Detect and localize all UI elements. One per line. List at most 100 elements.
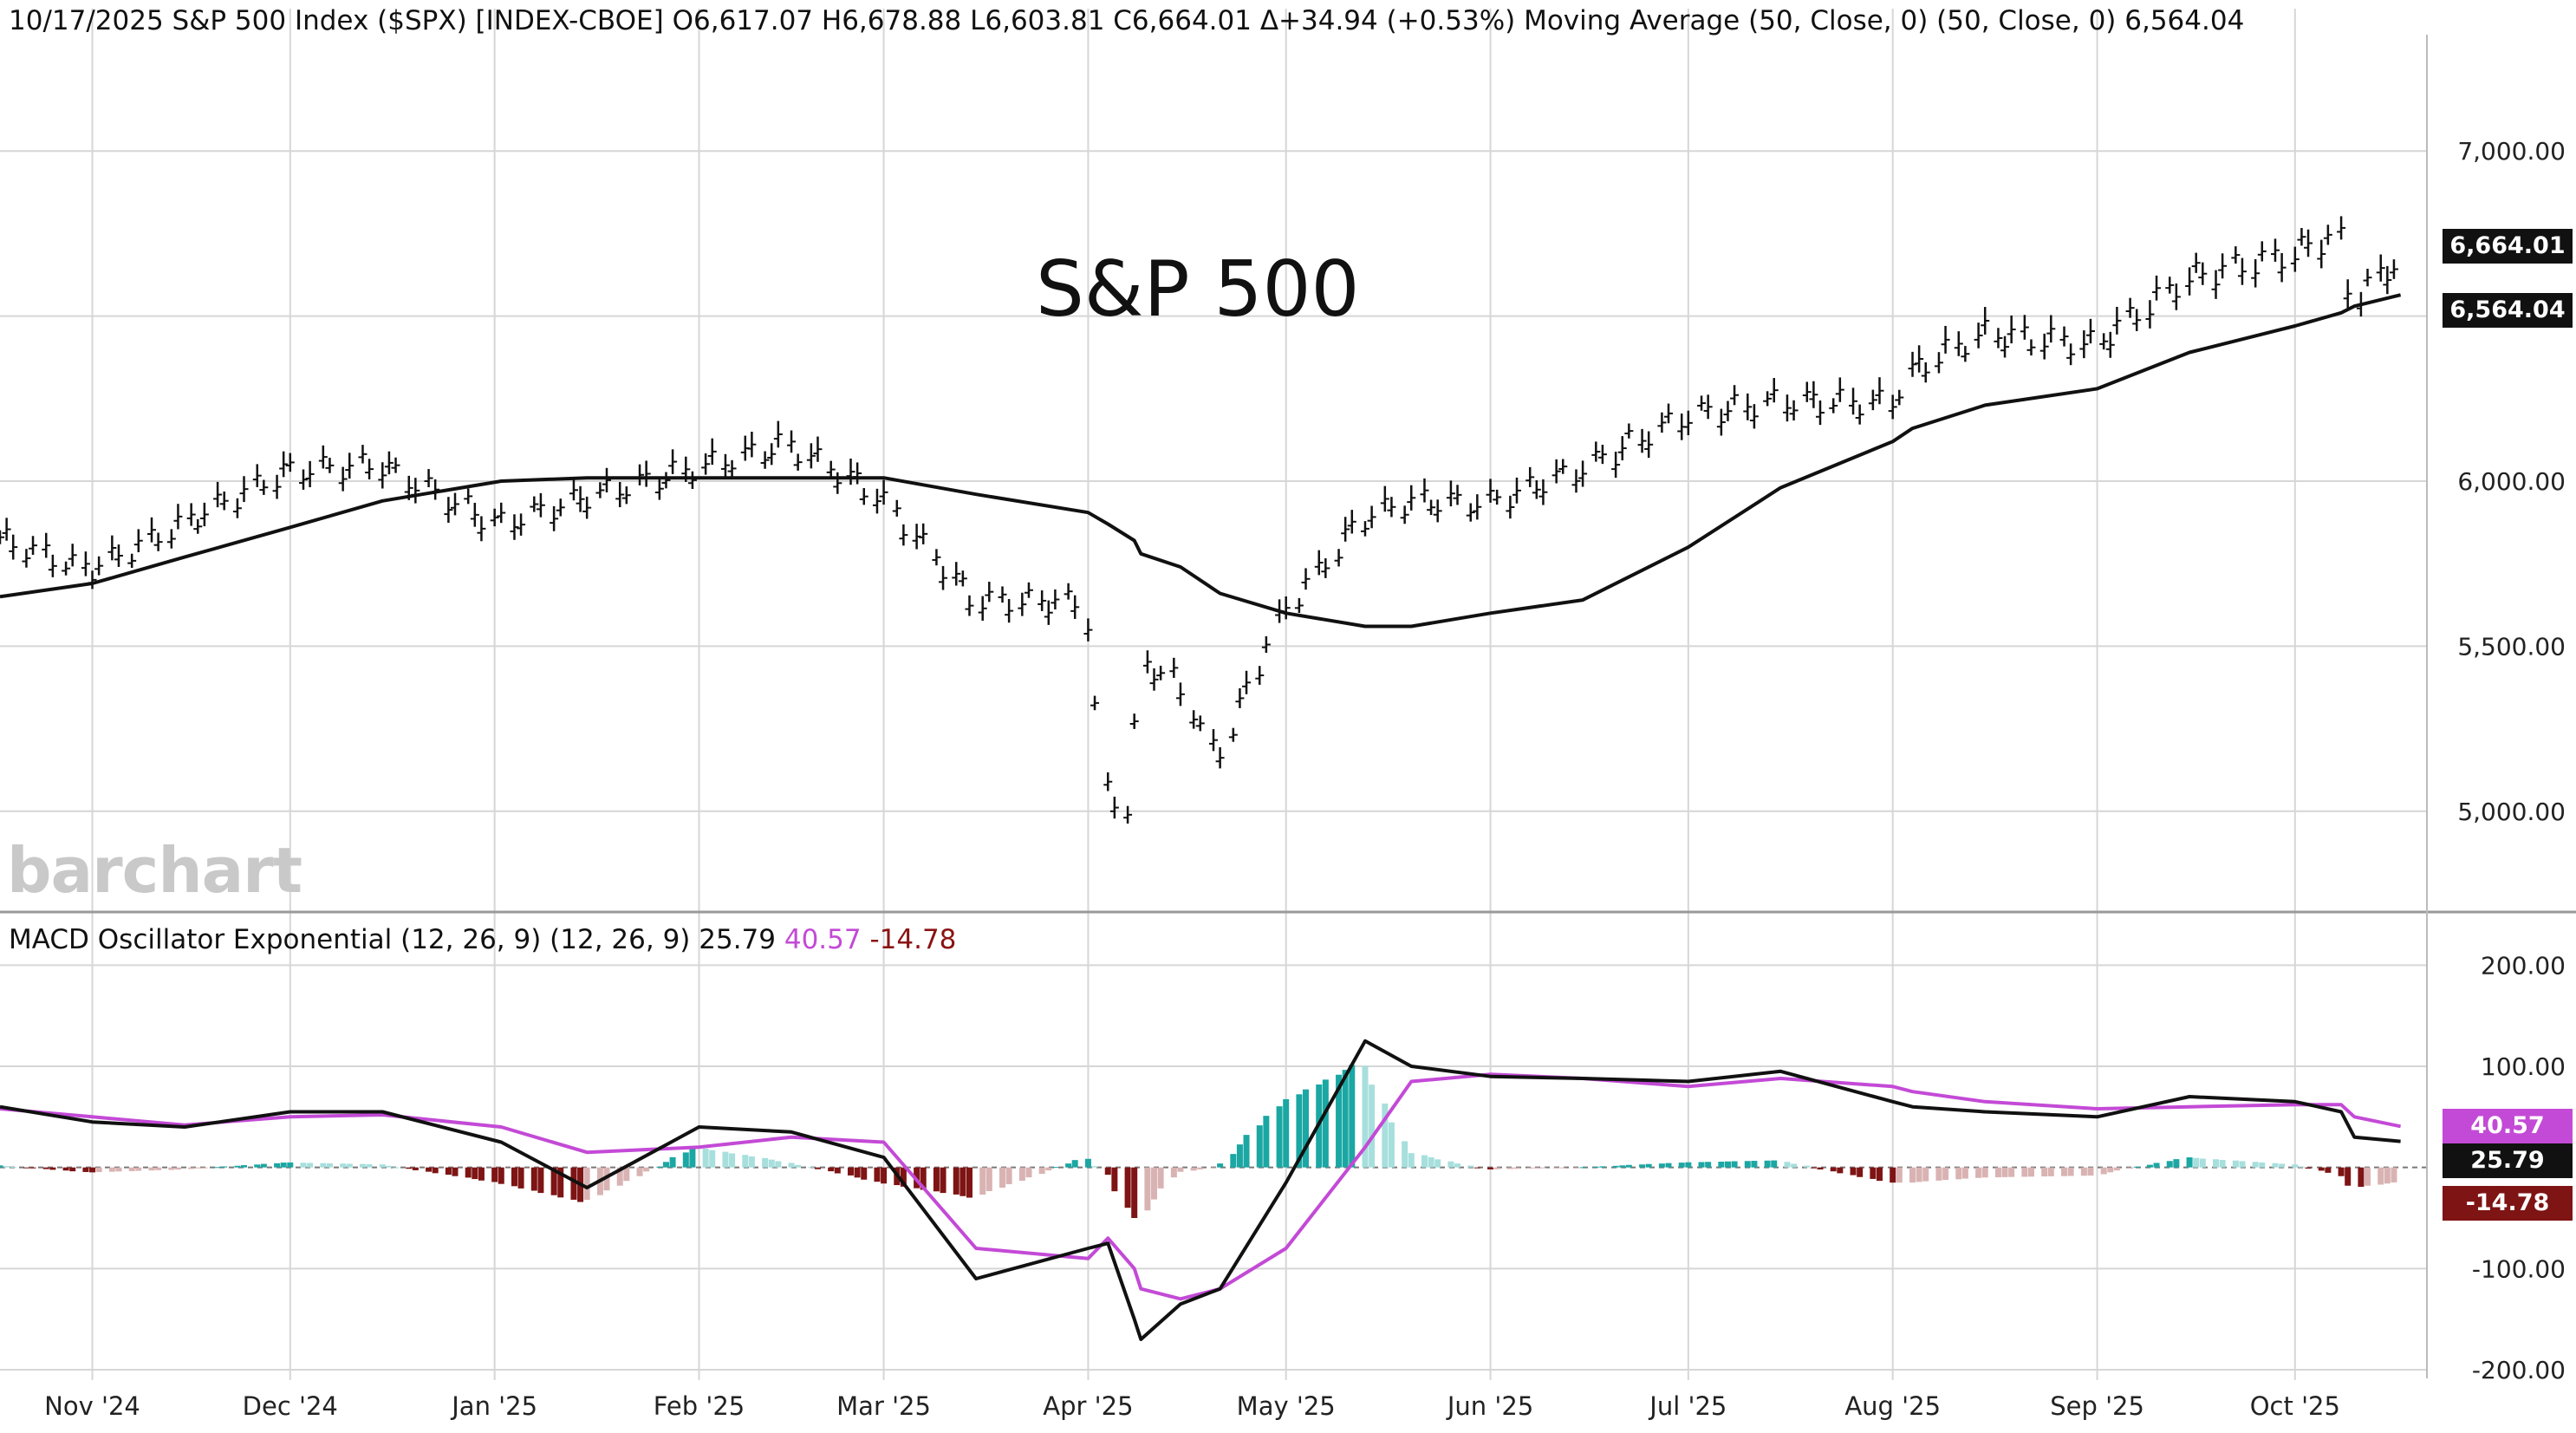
macd-histogram-bar: [1369, 1085, 1376, 1168]
price-bar: [213, 481, 223, 508]
price-bar: [2007, 315, 2016, 344]
macd-histogram-bar: [1045, 1167, 1052, 1171]
macd-histogram-bar: [848, 1167, 855, 1176]
price-bar: [2171, 283, 2181, 310]
price-bar: [806, 443, 816, 469]
macd-histogram-bar: [979, 1167, 986, 1195]
price-bar: [1849, 388, 1858, 415]
price-bar: [1657, 412, 1667, 433]
macd-histogram-bar: [406, 1167, 413, 1169]
price-bar: [1169, 657, 1179, 678]
macd-histogram-bar: [1612, 1165, 1619, 1168]
price-bar: [2059, 326, 2069, 347]
macd-histogram-bar: [874, 1167, 881, 1182]
price-bar: [2231, 246, 2241, 264]
price-bar: [166, 529, 176, 549]
macd-histogram-bar: [530, 1167, 537, 1191]
macd-histogram-bar: [2113, 1167, 2120, 1171]
price-bar: [1314, 550, 1324, 576]
macd-histogram-bar: [722, 1151, 729, 1168]
macd-histogram-bar: [1421, 1155, 1428, 1168]
price-bar: [2085, 318, 2095, 344]
price-bar: [2145, 300, 2155, 329]
price-bar: [1367, 505, 1376, 529]
price-bar: [1380, 485, 1389, 512]
macd-histogram-bar: [1935, 1167, 1942, 1181]
price-bar: [1624, 423, 1634, 439]
macd-value-badge: 25.79: [2443, 1143, 2573, 1178]
macd-histogram-bar: [1994, 1167, 2001, 1178]
price-bar: [747, 431, 757, 458]
macd-header: MACD Oscillator Exponential (12, 26, 9) …: [9, 924, 956, 955]
macd-histogram-bar: [1731, 1161, 1738, 1168]
macd-histogram-bar: [1850, 1167, 1857, 1176]
macd-histogram-bar: [702, 1148, 709, 1168]
macd-histogram-bar: [1144, 1167, 1151, 1211]
ma-value-badge: 6,564.04: [2443, 293, 2573, 329]
macd-histogram-bar: [148, 1167, 155, 1171]
price-bar: [2237, 257, 2247, 285]
price-bar: [2376, 254, 2385, 282]
macd-histogram-bar: [1342, 1070, 1349, 1168]
macd-histogram-bar: [1157, 1167, 1164, 1189]
macd-histogram-bar: [2384, 1167, 2391, 1184]
price-bar: [2, 518, 11, 541]
price-bar: [1763, 391, 1773, 407]
macd-histogram-bar: [1764, 1160, 1771, 1168]
macd-histogram-bar: [511, 1167, 517, 1187]
macd-histogram-bar: [742, 1155, 749, 1168]
macd-histogram-bar: [1336, 1074, 1343, 1168]
macd-histogram-bar: [729, 1153, 736, 1168]
price-bar: [1506, 495, 1515, 519]
macd-histogram-bar: [2259, 1162, 2266, 1168]
macd-histogram-bar: [1533, 1167, 1540, 1169]
price-bar: [2271, 238, 2280, 262]
macd-histogram-bar: [307, 1163, 314, 1168]
price-bar: [252, 464, 262, 487]
price-bar: [193, 518, 203, 534]
price-bar: [2099, 333, 2109, 350]
macd-histogram-bar: [2219, 1159, 2226, 1168]
price-bar: [912, 524, 921, 550]
macd-histogram-bar: [2378, 1167, 2384, 1185]
price-bar: [1407, 485, 1416, 511]
price-bar: [793, 453, 803, 471]
price-bar: [259, 479, 269, 495]
price-bar: [325, 458, 335, 473]
macd-histogram-bar: [834, 1167, 841, 1174]
macd-y-tick-label: -200.00: [2472, 1356, 2566, 1384]
price-bar: [1994, 328, 2003, 348]
price-bar: [1789, 400, 1799, 421]
price-bar: [536, 492, 545, 518]
price-bar: [285, 453, 295, 472]
price-bar: [338, 466, 348, 492]
price-bar: [1981, 307, 1990, 335]
price-bar: [199, 502, 209, 527]
price-bar: [365, 459, 374, 479]
price-bar: [654, 477, 664, 500]
macd-histogram-bar: [1447, 1161, 1454, 1168]
macd-histogram-bar: [1190, 1167, 1197, 1171]
macd-histogram-bar: [1909, 1167, 1916, 1183]
macd-histogram-bar: [69, 1167, 76, 1172]
macd-histogram-bar: [1243, 1135, 1250, 1168]
price-bar: [2290, 246, 2300, 272]
price-bar: [641, 460, 651, 487]
macd-histogram-bar: [2186, 1157, 2193, 1168]
price-bar: [1235, 687, 1245, 708]
price-bar: [1637, 428, 1647, 453]
macd-histogram-bar: [1467, 1165, 1474, 1168]
macd-histogram-bar: [1428, 1156, 1434, 1168]
price-bar: [1888, 394, 1897, 420]
macd-histogram-bar: [1579, 1167, 1586, 1169]
price-bar: [1908, 351, 1917, 377]
price-bar: [1921, 362, 1930, 383]
price-bar: [1189, 710, 1199, 729]
macd-histogram-bar: [1065, 1163, 1072, 1168]
macd-histogram-bar: [1408, 1153, 1415, 1168]
macd-histogram-bar: [1817, 1167, 1824, 1169]
price-bar: [2257, 241, 2267, 262]
macd-histogram-bar: [933, 1167, 940, 1192]
price-header: 10/17/2025 S&P 500 Index ($SPX) [INDEX-C…: [9, 5, 2245, 36]
